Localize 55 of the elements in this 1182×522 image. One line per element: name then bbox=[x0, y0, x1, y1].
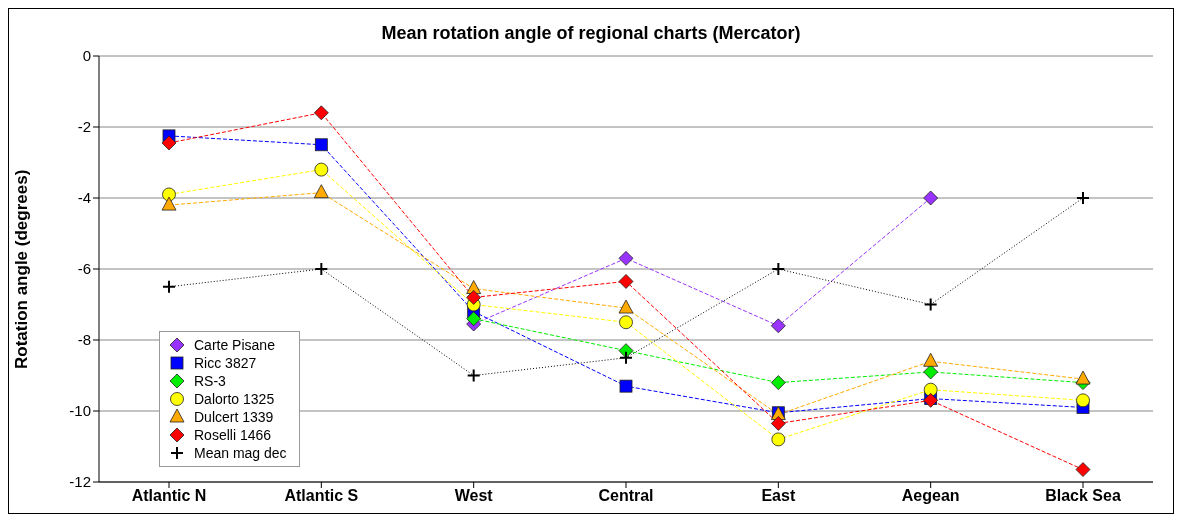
point bbox=[619, 379, 633, 393]
point bbox=[162, 187, 176, 202]
y-tick-label: -10 bbox=[69, 402, 91, 420]
chart-title: Mean rotation angle of regional charts (Mercator) bbox=[380, 22, 802, 44]
point bbox=[771, 262, 786, 276]
y-tick-label: -4 bbox=[77, 189, 91, 207]
legend-label: Carte Pisane bbox=[194, 337, 275, 353]
x-tick-label: Atlantic N bbox=[131, 487, 207, 505]
point bbox=[923, 190, 939, 206]
point bbox=[313, 184, 329, 199]
point bbox=[770, 416, 786, 431]
point bbox=[619, 350, 633, 365]
x-tick-label: Black Sea bbox=[1045, 487, 1121, 505]
point bbox=[314, 262, 329, 276]
y-tick-label: -6 bbox=[77, 260, 91, 278]
point bbox=[770, 318, 786, 334]
x-tick-label: Atlantic S bbox=[284, 487, 359, 505]
point bbox=[619, 315, 633, 330]
y-tick-label: -2 bbox=[77, 118, 91, 136]
point bbox=[161, 135, 177, 151]
point bbox=[923, 352, 939, 367]
legend-label: Ricc 3827 bbox=[194, 355, 257, 371]
y-tick-label: 0 bbox=[82, 47, 91, 65]
y-axis-title: Rotation angle (degrees) bbox=[12, 169, 32, 369]
point bbox=[314, 162, 329, 177]
point bbox=[618, 250, 634, 266]
x-tick-label: Aegean bbox=[901, 487, 960, 505]
point bbox=[1076, 393, 1090, 408]
y-tick-label: -12 bbox=[69, 473, 91, 491]
point bbox=[1075, 462, 1091, 477]
point bbox=[1076, 191, 1090, 205]
y-tick-label: -8 bbox=[77, 331, 91, 349]
point bbox=[770, 375, 786, 390]
point bbox=[771, 432, 786, 447]
legend-label: Mean mag dec bbox=[194, 445, 287, 461]
point bbox=[923, 297, 938, 312]
point bbox=[162, 279, 176, 294]
point bbox=[466, 311, 482, 327]
point bbox=[618, 274, 634, 289]
point bbox=[313, 105, 329, 121]
legend-label: Roselli 1466 bbox=[194, 427, 272, 443]
legend-label: RS-3 bbox=[194, 373, 226, 389]
point bbox=[1075, 370, 1091, 385]
legend-label: Dulcert 1339 bbox=[194, 409, 274, 425]
point bbox=[618, 299, 634, 314]
legend-label: Dalorto 1325 bbox=[194, 391, 275, 407]
point bbox=[314, 138, 328, 152]
x-tick-label: West bbox=[454, 487, 494, 505]
x-tick-label: East bbox=[761, 487, 796, 505]
point bbox=[923, 364, 939, 380]
point bbox=[466, 290, 482, 305]
point bbox=[161, 196, 177, 211]
x-tick-label: Central bbox=[598, 487, 654, 505]
point bbox=[923, 382, 938, 397]
point bbox=[466, 368, 481, 383]
